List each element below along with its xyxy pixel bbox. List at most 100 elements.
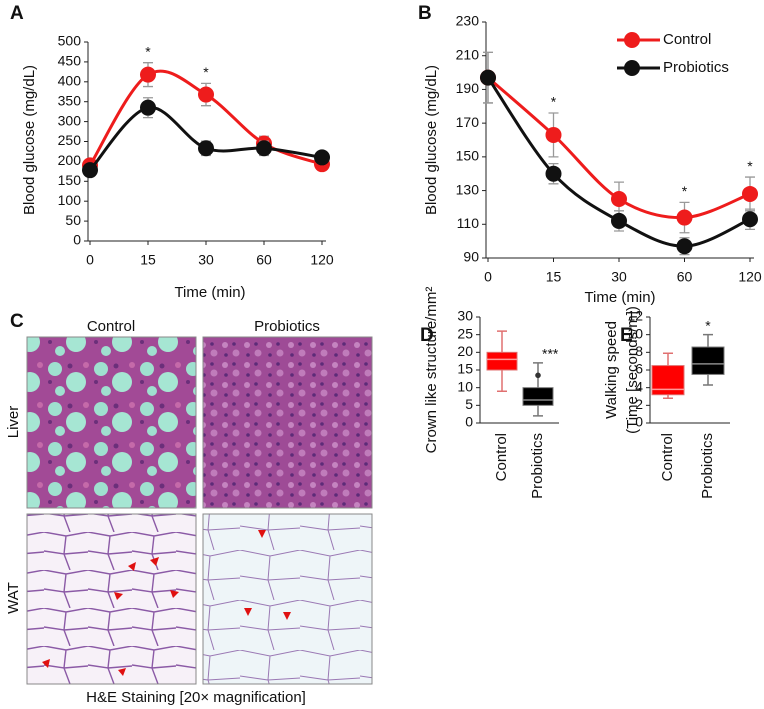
- arrowheads: [42, 530, 291, 676]
- legend-label: Probiotics: [663, 59, 729, 76]
- marker: [742, 185, 758, 202]
- x-tick-label: 15: [140, 252, 156, 268]
- x-tick-label: 15: [546, 269, 562, 285]
- y-tick-label: 10: [457, 378, 473, 394]
- y-tick-label: 500: [58, 33, 82, 49]
- y-tick-label: 170: [456, 114, 480, 130]
- y-tick-label: 250: [58, 132, 82, 148]
- box: [522, 387, 554, 406]
- panel-label: A: [10, 3, 24, 24]
- histology-image: [26, 336, 197, 509]
- y-tick-label: 2: [635, 396, 643, 412]
- significance: *: [551, 94, 557, 110]
- y-tick-label: 20: [457, 343, 473, 359]
- x-tick-label: 30: [198, 252, 214, 268]
- marker: [611, 191, 627, 207]
- y-tick-label: 90: [463, 249, 479, 265]
- x-axis-label: Time (min): [584, 289, 655, 306]
- marker: [611, 212, 627, 229]
- box: [691, 346, 725, 375]
- panel-label: B: [418, 3, 432, 24]
- x-tick-label: Control: [493, 433, 510, 481]
- y-tick-label: 10: [627, 325, 643, 341]
- x-tick-label: 0: [484, 269, 492, 285]
- x-tick-label: Control: [659, 433, 676, 481]
- marker: [198, 140, 214, 157]
- y-tick-label: 110: [457, 215, 480, 231]
- marker: [742, 211, 758, 228]
- y-tick-label: 8: [635, 343, 643, 359]
- y-tick-label: 15: [457, 361, 473, 377]
- significance: *: [682, 183, 688, 199]
- box: [486, 351, 518, 371]
- x-axis-label: Time (min): [174, 284, 245, 301]
- x-tick-label: Probiotics: [699, 433, 716, 499]
- y-tick-label: 130: [456, 181, 480, 197]
- y-tick-label: 0: [465, 414, 473, 430]
- marker: [314, 149, 330, 166]
- y-tick-label: 30: [457, 308, 473, 324]
- y-tick-label: 50: [65, 212, 81, 228]
- y-axis-label: Blood glucose (mg/dL): [21, 65, 38, 215]
- marker: [676, 238, 693, 255]
- y-tick-label: 200: [58, 152, 82, 168]
- column-label: Control: [87, 318, 135, 335]
- row-label: WAT: [5, 582, 22, 614]
- y-axis-label: (Time [seconds/m]): [624, 306, 641, 434]
- caption: H&E Staining [20× magnification]: [86, 689, 306, 706]
- y-tick-label: 12: [627, 308, 643, 324]
- marker: [256, 140, 272, 157]
- box: [651, 365, 685, 396]
- y-tick-label: 210: [456, 46, 480, 62]
- x-tick-label: 120: [310, 252, 334, 268]
- y-tick-label: 5: [465, 396, 473, 412]
- y-tick-label: 190: [456, 80, 480, 96]
- y-tick-label: 0: [73, 232, 81, 248]
- y-axis-label: Walking speed: [603, 321, 620, 419]
- marker: [140, 99, 156, 116]
- y-tick-label: 6: [635, 361, 643, 377]
- x-tick-label: 120: [738, 269, 762, 285]
- histology-image: [26, 513, 197, 685]
- line: [88, 106, 323, 172]
- y-tick-label: 25: [457, 325, 473, 341]
- x-tick-label: 0: [86, 252, 94, 268]
- significance: *: [203, 64, 209, 80]
- marker: [545, 126, 562, 143]
- panel-label: D: [420, 325, 434, 346]
- y-tick-label: 100: [58, 192, 82, 208]
- x-tick-label: 60: [677, 269, 693, 285]
- row-label: Liver: [5, 406, 22, 439]
- y-tick-label: 400: [58, 73, 82, 89]
- marker: [545, 165, 562, 182]
- marker: [198, 86, 214, 103]
- outlier: [535, 372, 541, 379]
- marker: [82, 162, 98, 179]
- significance: *: [145, 43, 151, 59]
- x-tick-label: 30: [611, 269, 627, 285]
- y-tick-label: 350: [58, 92, 82, 108]
- significance: *: [747, 158, 753, 174]
- legend-label: Control: [663, 31, 711, 48]
- y-axis-label: Crown like structure/mm²: [423, 287, 440, 454]
- y-tick-label: 450: [58, 53, 82, 69]
- histology-image: [202, 513, 373, 685]
- y-tick-label: 300: [58, 112, 82, 128]
- legend-marker: [624, 32, 640, 48]
- marker: [676, 209, 693, 226]
- marker: [140, 66, 156, 83]
- significance: ***: [542, 346, 559, 362]
- x-tick-label: 60: [256, 252, 272, 268]
- y-tick-label: 150: [58, 172, 82, 188]
- panel-label: E: [620, 325, 633, 346]
- y-tick-label: 230: [456, 13, 480, 29]
- histology-image: [202, 336, 373, 509]
- panel-label: C: [10, 311, 24, 332]
- x-tick-label: Probiotics: [529, 433, 546, 499]
- legend-marker: [624, 60, 640, 76]
- y-axis-label: Blood glucose (mg/dL): [423, 65, 440, 215]
- significance: *: [705, 317, 711, 333]
- y-tick-label: 4: [635, 378, 643, 394]
- column-label: Probiotics: [254, 318, 320, 335]
